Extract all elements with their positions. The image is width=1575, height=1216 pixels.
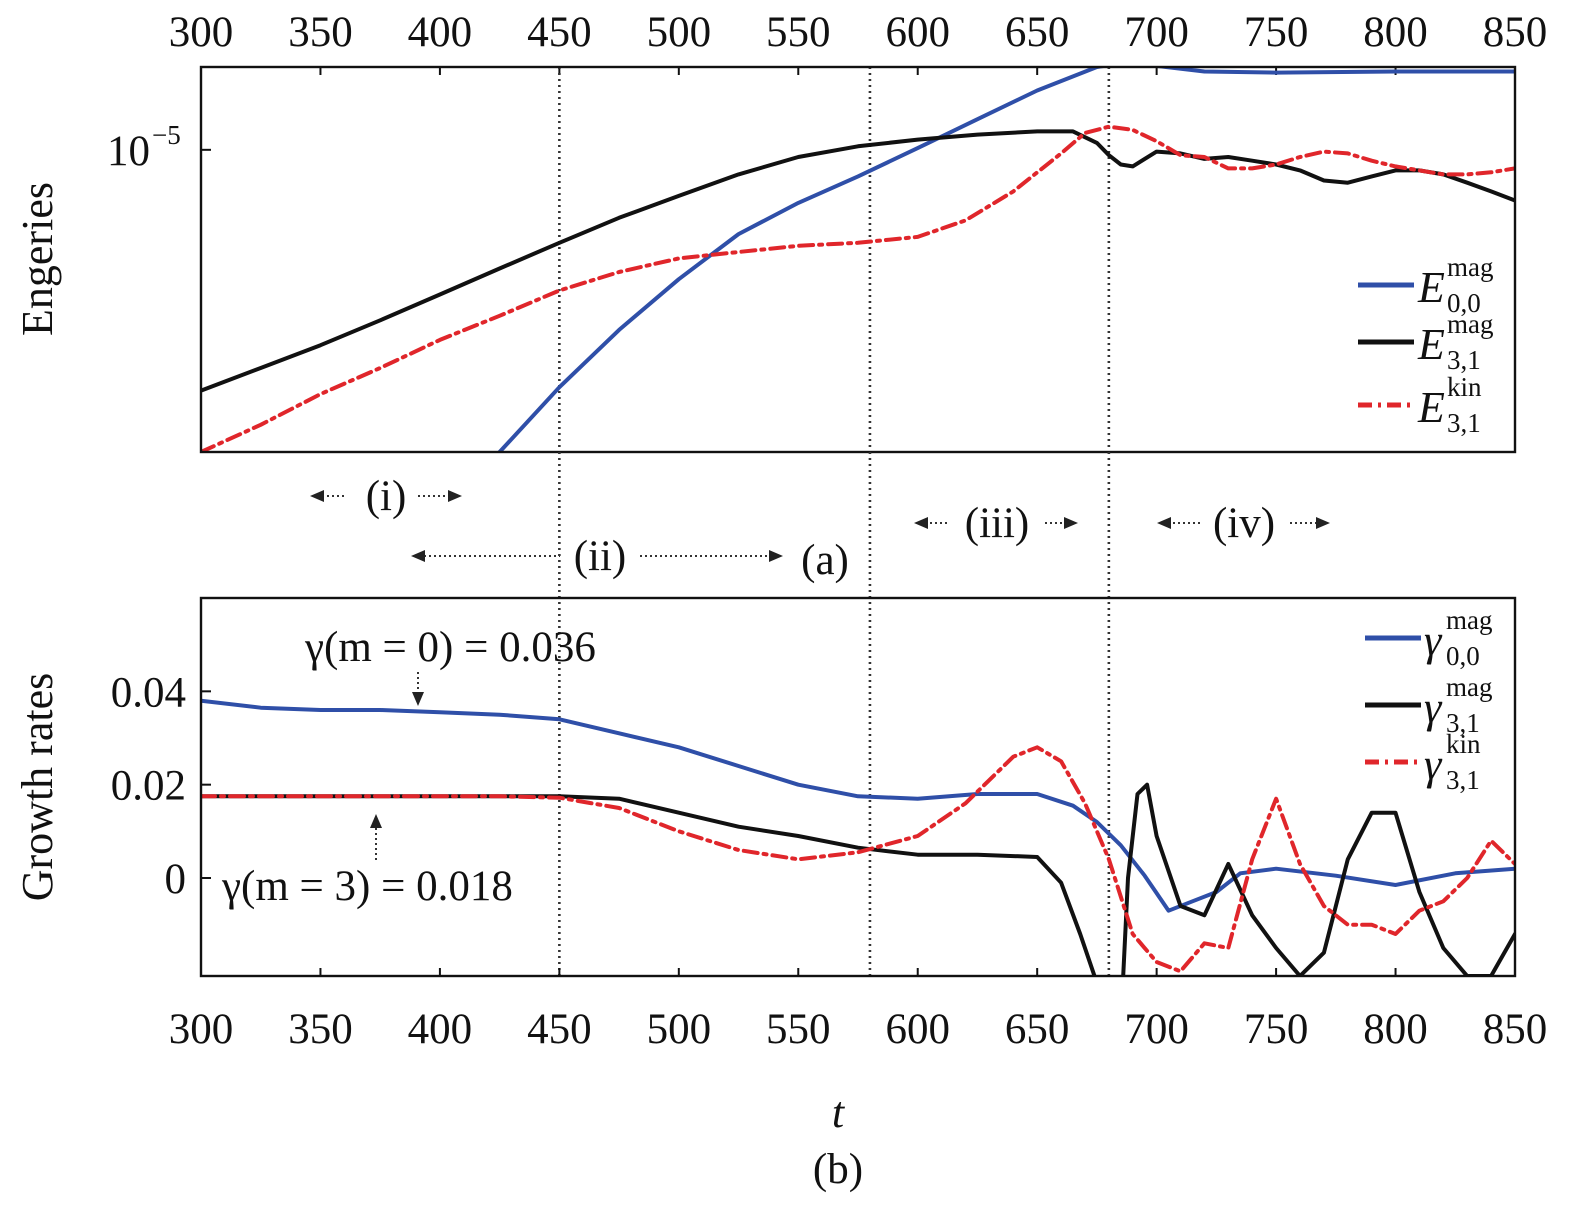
growth-series-line-blue: [201, 698, 1515, 913]
arrow-right-icon: [448, 490, 462, 502]
y-tick-label: 10: [107, 128, 150, 175]
growth-legend-superscript: mag: [1446, 605, 1493, 635]
phase-label-ii: (ii): [574, 533, 627, 580]
bottom-axis-ticks: 300 350 400 450 500 550 600 650 700 750 800 850: [169, 968, 1548, 1053]
y-tick-label: 0.02: [111, 763, 186, 810]
growth-legend-subscript: 3,1: [1446, 708, 1480, 738]
top-x-tick-label: 400: [408, 9, 473, 56]
arrow-left-icon: [310, 490, 324, 502]
top-x-tick-label: 500: [647, 9, 712, 56]
bottom-x-tick-label: 750: [1244, 1006, 1309, 1053]
y-tick-label: 0.04: [111, 669, 186, 716]
energy-legend-symbol: E: [1417, 320, 1445, 369]
arrow-right-icon: [1316, 517, 1330, 529]
arrow-left-icon: [914, 517, 928, 529]
energy-legend-superscript: kin: [1447, 372, 1482, 402]
energy-legend-symbol: E: [1417, 263, 1445, 312]
bottom-x-tick-label: 500: [647, 1006, 712, 1053]
panel-b-ylabel: Growth rates: [13, 673, 62, 902]
energy-series-line-red: [201, 124, 1515, 452]
growth-series: [201, 698, 1515, 976]
arrow-right-icon: [1064, 517, 1078, 529]
energy-legend-subscript: 3,1: [1447, 345, 1481, 375]
annotation-gamma-m0: γ(m = 0) = 0.036: [304, 624, 596, 671]
energy-series: [201, 67, 1515, 452]
growth-legend-symbol: γ: [1424, 740, 1443, 789]
panel-b-frame: [199, 596, 1517, 978]
top-x-tick-label: 850: [1483, 9, 1548, 56]
top-x-tick-label: 750: [1244, 9, 1309, 56]
energy-legend-subscript: 3,1: [1447, 408, 1481, 438]
bottom-x-tick-label: 850: [1483, 1006, 1548, 1053]
annotation-gamma-m3: γ(m = 3) = 0.018: [221, 863, 513, 910]
top-x-tick-label: 450: [527, 9, 592, 56]
arrow-right-icon: [769, 550, 783, 562]
arrow-left-icon: [411, 550, 425, 562]
growth-legend-subscript: 0,0: [1446, 641, 1480, 671]
energy-legend-symbol: E: [1417, 383, 1445, 432]
panel-a-frame: [199, 65, 1517, 454]
arrow-up-icon: [370, 814, 382, 828]
panel-label-a: (a): [801, 537, 849, 584]
bottom-x-tick-label: 400: [408, 1006, 473, 1053]
bottom-x-tick-label: 650: [1005, 1006, 1070, 1053]
panel-label-b: (b): [813, 1146, 863, 1193]
top-x-tick-label: 300: [169, 9, 234, 56]
arrow-down-icon: [412, 692, 424, 706]
panel-a-ylabel: Engeries: [13, 182, 62, 336]
growth-legend-superscript: mag: [1446, 672, 1493, 702]
top-x-tick-label: 800: [1363, 9, 1428, 56]
top-x-tick-label: 650: [1005, 9, 1070, 56]
bottom-x-tick-label: 600: [885, 1006, 950, 1053]
energy-series-line-black: [201, 129, 1515, 393]
growth-legend-symbol: γ: [1424, 616, 1443, 665]
phase-boundaries-a: [558, 67, 1111, 452]
panel-b-yticks: 0 0.02 0.04: [111, 669, 211, 903]
top-x-tick-label: 600: [885, 9, 950, 56]
x-axis-label: t: [832, 1088, 846, 1137]
phase-label-iv: (iv): [1213, 500, 1275, 547]
bottom-x-tick-label: 700: [1124, 1006, 1189, 1053]
panel-a-yticks: 10 −5: [107, 120, 211, 175]
top-axis-ticks: 300 350 400 450 500 550 600 650 700 750 800 850: [169, 9, 1548, 75]
phase-label-i: (i): [366, 473, 407, 520]
phase-arrows: (i) (iii) (iv) (ii) (a): [310, 473, 1330, 584]
growth-legend-superscript: kin: [1446, 729, 1481, 759]
top-x-tick-label: 700: [1124, 9, 1189, 56]
y-tick-label: 0: [165, 856, 187, 903]
top-x-tick-label: 550: [766, 9, 831, 56]
y-tick-exponent: −5: [152, 120, 181, 150]
growth-legend-subscript: 3,1: [1446, 765, 1480, 795]
arrow-left-icon: [1157, 517, 1171, 529]
phase-label-iii: (iii): [965, 500, 1029, 547]
bottom-x-tick-label: 800: [1363, 1006, 1428, 1053]
energy-legend-superscript: mag: [1447, 309, 1494, 339]
bottom-x-tick-label: 300: [169, 1006, 234, 1053]
bottom-x-tick-label: 350: [288, 1006, 353, 1053]
energy-series-line-blue: [497, 67, 1515, 452]
bottom-x-tick-label: 450: [527, 1006, 592, 1053]
energy-legend-subscript: 0,0: [1447, 288, 1481, 318]
energy-legend-superscript: mag: [1447, 252, 1494, 282]
top-x-tick-label: 350: [288, 9, 353, 56]
growth-series-line-red: [201, 745, 1515, 974]
bottom-x-tick-label: 550: [766, 1006, 831, 1053]
growth-legend-symbol: γ: [1424, 683, 1443, 732]
